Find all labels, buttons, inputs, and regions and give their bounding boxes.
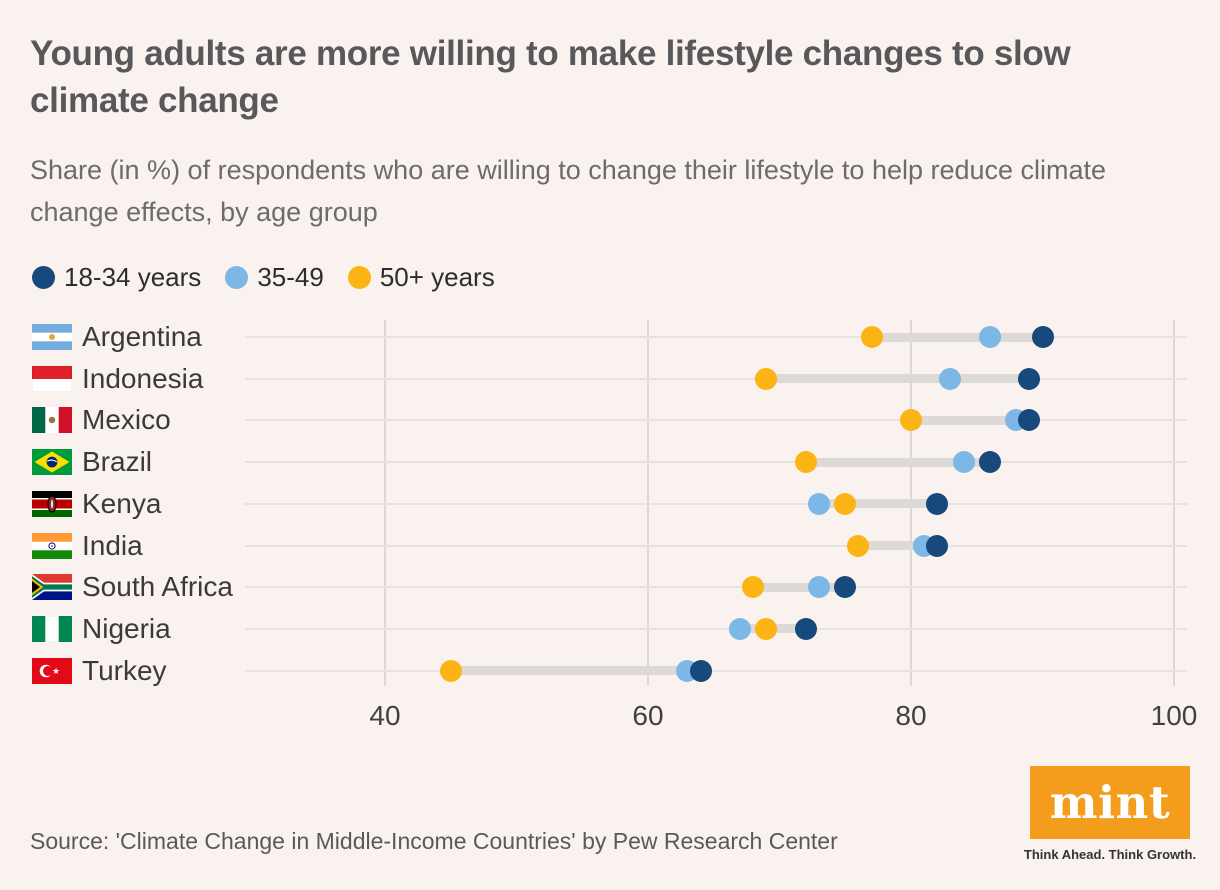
plot-area: 40 60 80 100 Argentina Indonesia Mexico Brazil K…	[0, 316, 1220, 756]
chart-subtitle: Share (in %) of respondents who are will…	[30, 155, 1107, 227]
row-gridline	[245, 502, 1187, 505]
country-label: Mexico	[82, 404, 171, 436]
data-dot-18-34	[926, 492, 949, 515]
row-gridline	[245, 544, 1187, 547]
range-connector	[753, 582, 846, 592]
range-connector	[858, 541, 938, 550]
source-note: Source: 'Climate Change in Middle-Income…	[30, 828, 838, 854]
x-tick-label: 60	[632, 700, 664, 731]
row-gridline	[245, 336, 1187, 338]
data-dot-50plus	[834, 492, 857, 515]
range-connector	[871, 332, 1043, 342]
row-gridline	[245, 419, 1187, 422]
data-dot-35-49	[807, 576, 830, 599]
country-label: South Africa	[82, 571, 233, 603]
range-connector	[818, 499, 938, 509]
mint-logo-tagline: Think Ahead. Think Growth.	[1023, 847, 1197, 862]
india-flag-icon	[32, 532, 72, 559]
kenya-flag-icon	[32, 490, 72, 517]
x-tick-label: 100	[1150, 700, 1198, 731]
data-dot-18-34	[1031, 326, 1054, 348]
legend-item-35-49: 35-49	[225, 262, 324, 293]
legend-dot-18-34-icon	[32, 266, 55, 289]
data-dot-50plus	[847, 534, 870, 557]
data-dot-18-34	[834, 576, 857, 599]
data-dot-35-49	[729, 617, 752, 640]
country-label: India	[82, 529, 143, 561]
country-label: Turkey	[82, 654, 167, 686]
data-dot-35-49	[952, 451, 975, 474]
legend: 18-34 years 35-49 50+ years	[32, 262, 495, 293]
svg-text:★: ★	[52, 667, 60, 677]
legend-label: 50+ years	[379, 262, 495, 292]
row-gridline	[245, 669, 1187, 672]
country-label: Kenya	[82, 487, 162, 519]
data-dot-50plus	[742, 576, 765, 599]
data-dot-18-34	[794, 617, 817, 640]
mint-logo-text: mint	[1049, 776, 1171, 829]
country-label: Brazil	[82, 446, 153, 478]
mexico-flag-icon	[32, 407, 72, 434]
legend-dot-50plus-icon	[347, 266, 371, 289]
brazil-flag-icon	[32, 449, 72, 476]
legend-label: 18-34 years	[64, 262, 202, 292]
row-gridline	[245, 377, 1187, 380]
argentina-flag-icon	[32, 324, 72, 350]
turkey-flag-icon: ★	[32, 657, 72, 684]
range-connector	[766, 374, 1030, 384]
data-dot-18-34	[689, 659, 712, 682]
legend-item-50plus: 50+ years	[347, 262, 495, 293]
data-dot-50plus	[900, 409, 922, 432]
country-label: Argentina	[82, 321, 202, 352]
data-dot-50plus	[439, 659, 462, 682]
data-dot-50plus	[755, 367, 778, 390]
range-connector	[805, 457, 990, 467]
country-label: Indonesia	[82, 362, 204, 394]
range-connector	[450, 666, 701, 676]
indonesia-flag-icon	[32, 365, 72, 392]
country-label: Nigeria	[82, 612, 171, 644]
data-dot-35-49	[807, 492, 830, 515]
row-gridline	[245, 461, 1187, 464]
south-africa-flag-icon	[32, 574, 72, 601]
row-gridline	[245, 627, 1187, 630]
data-dot-18-34	[978, 451, 1001, 474]
data-dot-50plus	[860, 326, 883, 348]
data-dot-18-34	[926, 534, 949, 557]
data-dot-50plus	[794, 451, 817, 474]
row-gridline	[245, 586, 1187, 589]
legend-label: 35-49	[257, 262, 324, 292]
mint-logo: mint	[1030, 766, 1190, 839]
data-dot-18-34	[1018, 409, 1041, 432]
x-tick-label: 80	[895, 700, 927, 731]
data-dot-35-49	[939, 367, 962, 390]
data-dot-50plus	[755, 617, 778, 640]
range-connector	[911, 415, 1030, 425]
data-dot-18-34	[1018, 367, 1041, 390]
legend-dot-35-49-icon	[225, 266, 249, 289]
chart-title: Young adults are more willing to make li…	[30, 34, 1071, 121]
legend-item-18-34: 18-34 years	[32, 262, 201, 293]
nigeria-flag-icon	[32, 615, 72, 642]
x-tick-label: 40	[369, 700, 401, 731]
data-dot-35-49	[978, 326, 1001, 348]
